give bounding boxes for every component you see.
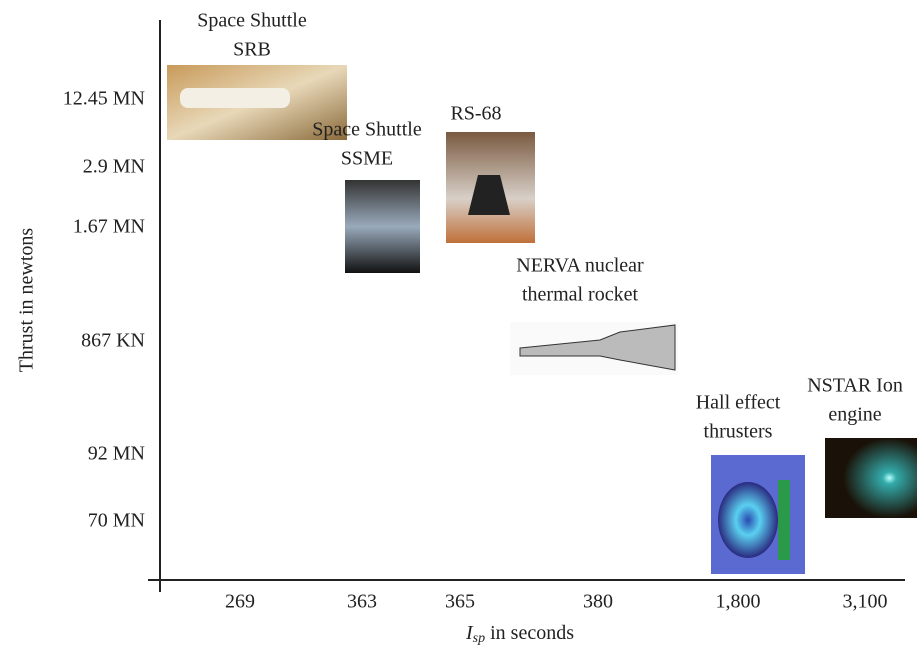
y-axis-label: Thrust in newtons bbox=[16, 228, 38, 373]
engine-label: NSTAR Ion bbox=[807, 375, 903, 397]
y-tick-label: 867 KN bbox=[81, 330, 145, 352]
x-tick-label: 363 bbox=[347, 591, 377, 613]
engine-label: Space Shuttle bbox=[197, 10, 307, 32]
engine-label: engine bbox=[828, 404, 881, 426]
y-tick-label: 92 MN bbox=[88, 443, 145, 465]
y-tick-label: 2.9 MN bbox=[83, 156, 145, 178]
engine-label: SRB bbox=[233, 39, 271, 61]
x-tick-label: 3,100 bbox=[843, 591, 888, 613]
engine-label: thermal rocket bbox=[522, 284, 638, 306]
y-tick-label: 12.45 MN bbox=[63, 88, 145, 110]
hall-thruster bbox=[718, 482, 778, 558]
engine-label: Hall effect bbox=[696, 392, 781, 414]
y-tick-label: 70 MN bbox=[88, 510, 145, 532]
x-axis-subscript: sp bbox=[473, 631, 485, 646]
x-tick-label: 365 bbox=[445, 591, 475, 613]
x-tick-label: 380 bbox=[583, 591, 613, 613]
engine-label: RS-68 bbox=[450, 103, 501, 125]
x-axis-text: in seconds bbox=[490, 622, 574, 644]
engine-label: NERVA nuclear bbox=[516, 255, 644, 277]
y-tick-label: 1.67 MN bbox=[73, 216, 145, 238]
nstar-image bbox=[825, 438, 917, 518]
x-tick-label: 269 bbox=[225, 591, 255, 613]
engine-label: thrusters bbox=[704, 421, 773, 443]
figure: Thrust in newtons Ispin seconds 12.45 MN… bbox=[0, 0, 917, 651]
srb-booster bbox=[180, 88, 290, 108]
engine-label: SSME bbox=[341, 148, 393, 170]
engine-label: Space Shuttle bbox=[312, 119, 422, 141]
ssme-image bbox=[345, 180, 420, 273]
hall-frame bbox=[778, 480, 790, 560]
x-tick-label: 1,800 bbox=[716, 591, 761, 613]
